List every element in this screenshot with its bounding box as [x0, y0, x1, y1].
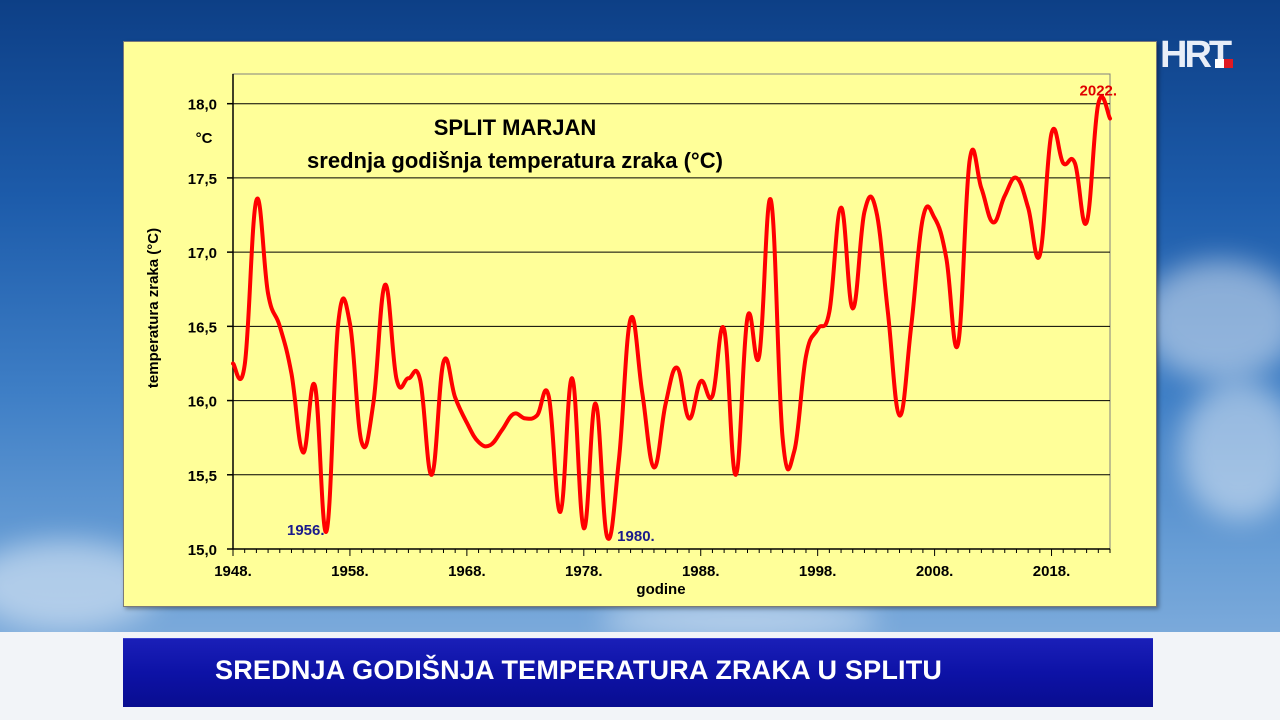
y-tick-label: 16,0 — [188, 394, 217, 411]
background-cloud — [1140, 260, 1280, 380]
x-tick-label: 2008. — [916, 563, 954, 580]
y-tick-label: 18,0 — [188, 97, 217, 114]
caption-bar: SREDNJA GODIŠNJA TEMPERATURA ZRAKA U SPL… — [123, 638, 1153, 707]
y-tick-label: 15,0 — [188, 542, 217, 559]
y-tick-label: 17,0 — [188, 245, 217, 262]
plot-area — [232, 73, 1111, 550]
hrt-logo-text: HRT — [1160, 34, 1232, 76]
temperature-chart: 15,015,516,016,517,017,518,0 1948. 1958. 1… — [145, 73, 1117, 598]
y-tick-label: 15,5 — [188, 468, 217, 485]
chart-panel: 15,0 15,5 16,0 16,5 17,0 17,5 18,0 1948. 1958. 1… — [123, 41, 1157, 607]
annotation-label: 1980. — [617, 528, 655, 545]
annotation-label: 1956. — [287, 522, 325, 539]
series-line-temperature — [231, 94, 1112, 541]
annotations: 1956. 1980. 2022. — [287, 83, 1117, 545]
background-cloud — [1180, 380, 1280, 520]
x-tick-label: 1998. — [799, 563, 837, 580]
x-axis-ticks: 1948. 1958. 1968. 1978. 1988. 1998. 2008. 2018. — [214, 549, 1111, 580]
logo-red-square — [1224, 59, 1233, 68]
y-tick-label: 17,5 — [188, 171, 217, 188]
x-tick-label: 1988. — [682, 563, 720, 580]
y-axis-label: temperatura zraka (°C) — [145, 228, 162, 388]
chart-title: SPLIT MARJAN — [434, 115, 597, 140]
x-tick-label: 1978. — [565, 563, 603, 580]
x-axis-label: godine — [636, 581, 685, 598]
annotation-label: 2022. — [1080, 83, 1118, 100]
x-tick-label: 1958. — [331, 563, 369, 580]
y-axis-ticks: 15,0 15,5 16,0 16,5 17,0 17,5 18,0 — [188, 97, 233, 559]
x-tick-label: 2018. — [1033, 563, 1071, 580]
y-unit-label: °C — [196, 130, 213, 147]
x-tick-label: 1948. — [214, 563, 252, 580]
hrt-logo: HRT — [1160, 35, 1238, 75]
caption-text: SREDNJA GODIŠNJA TEMPERATURA ZRAKA U SPL… — [215, 655, 943, 685]
x-tick-label: 1968. — [448, 563, 486, 580]
chart-subtitle: srednja godišnja temperatura zraka (°C) — [307, 148, 723, 173]
logo-white-square — [1215, 59, 1224, 68]
y-tick-label: 16,5 — [188, 319, 217, 336]
